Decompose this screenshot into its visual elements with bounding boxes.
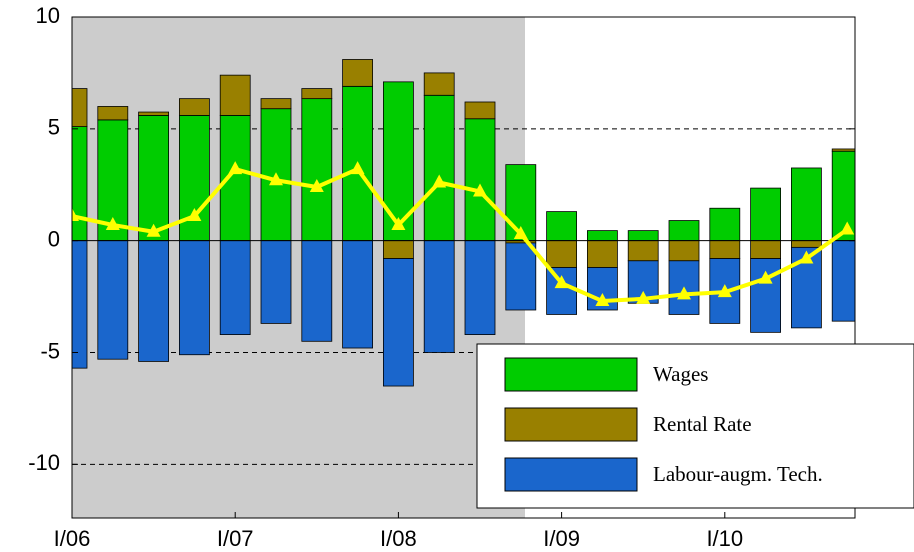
bar	[382, 240, 414, 259]
y-tick-label: -5	[40, 338, 60, 363]
line-marker	[350, 161, 365, 175]
bar	[178, 240, 210, 356]
bar	[72, 126, 88, 242]
bar	[138, 240, 170, 362]
bar	[587, 240, 618, 268]
bar	[219, 240, 251, 335]
line-marker	[105, 217, 120, 231]
bar	[301, 240, 333, 342]
bar	[464, 101, 496, 120]
bar	[750, 187, 781, 242]
bar	[627, 240, 659, 262]
bar	[342, 59, 374, 87]
bar	[546, 267, 577, 315]
y-tick-label: -10	[28, 450, 60, 475]
bar	[668, 220, 700, 242]
x-tick-label: I/09	[543, 526, 580, 551]
bar	[709, 207, 741, 242]
bar	[301, 88, 333, 100]
line-marker	[391, 217, 406, 231]
line-marker	[473, 183, 487, 197]
bar	[423, 240, 455, 353]
bar	[750, 258, 781, 333]
bar	[219, 74, 251, 116]
bar	[505, 242, 537, 311]
bar	[546, 211, 577, 242]
line-marker	[717, 284, 732, 298]
line-marker	[840, 221, 855, 235]
line-marker	[432, 174, 447, 188]
x-tick-label: I/07	[217, 526, 254, 551]
line-marker	[72, 208, 79, 222]
bar	[668, 240, 700, 262]
line-marker	[677, 286, 691, 300]
bar	[97, 106, 129, 121]
bar	[342, 240, 374, 349]
line-marker	[146, 223, 161, 237]
bar	[831, 240, 855, 322]
line-marker	[799, 250, 814, 264]
bar	[138, 115, 170, 242]
x-tick-label: I/10	[706, 526, 743, 551]
x-tick-label: I/06	[54, 526, 91, 551]
x-tick-label: I/08	[380, 526, 417, 551]
bar	[382, 258, 414, 387]
bar	[709, 240, 741, 259]
y-tick-label: 0	[48, 226, 60, 251]
line-marker	[269, 172, 283, 186]
bar	[791, 240, 822, 248]
bar	[72, 240, 88, 369]
bar	[97, 240, 129, 360]
bar	[423, 94, 455, 242]
y-tick-label: 10	[36, 3, 60, 28]
legend-label: Wages	[653, 362, 708, 386]
line-marker	[554, 275, 569, 289]
line-marker	[513, 225, 528, 239]
line-marker	[309, 178, 324, 192]
line	[72, 167, 849, 304]
bar	[138, 111, 170, 116]
bar	[627, 230, 659, 242]
legend-label: Rental Rate	[653, 412, 752, 436]
bar	[72, 88, 88, 127]
line-marker	[758, 270, 773, 284]
bar	[750, 240, 781, 259]
bar	[423, 72, 455, 96]
legend-label: Labour-augm. Tech.	[653, 462, 823, 486]
bar	[260, 240, 292, 324]
legend-swatch	[504, 457, 638, 492]
plot-area	[72, 17, 855, 465]
y-tick-label: 5	[48, 115, 60, 140]
bar	[219, 115, 251, 242]
line-marker	[595, 293, 610, 307]
axes	[71, 16, 856, 519]
bar	[464, 118, 496, 242]
line-marker	[636, 290, 651, 304]
bar	[831, 148, 855, 152]
bar	[301, 98, 333, 242]
line-marker	[187, 208, 202, 222]
bar	[791, 167, 822, 242]
bar	[464, 240, 496, 335]
legend-swatch	[504, 407, 638, 442]
bar	[587, 230, 618, 242]
legend-swatch	[504, 357, 638, 392]
bar	[260, 98, 292, 110]
line-marker	[228, 161, 243, 175]
plot-frame	[71, 16, 856, 519]
bar	[546, 240, 577, 268]
bar	[178, 98, 210, 116]
